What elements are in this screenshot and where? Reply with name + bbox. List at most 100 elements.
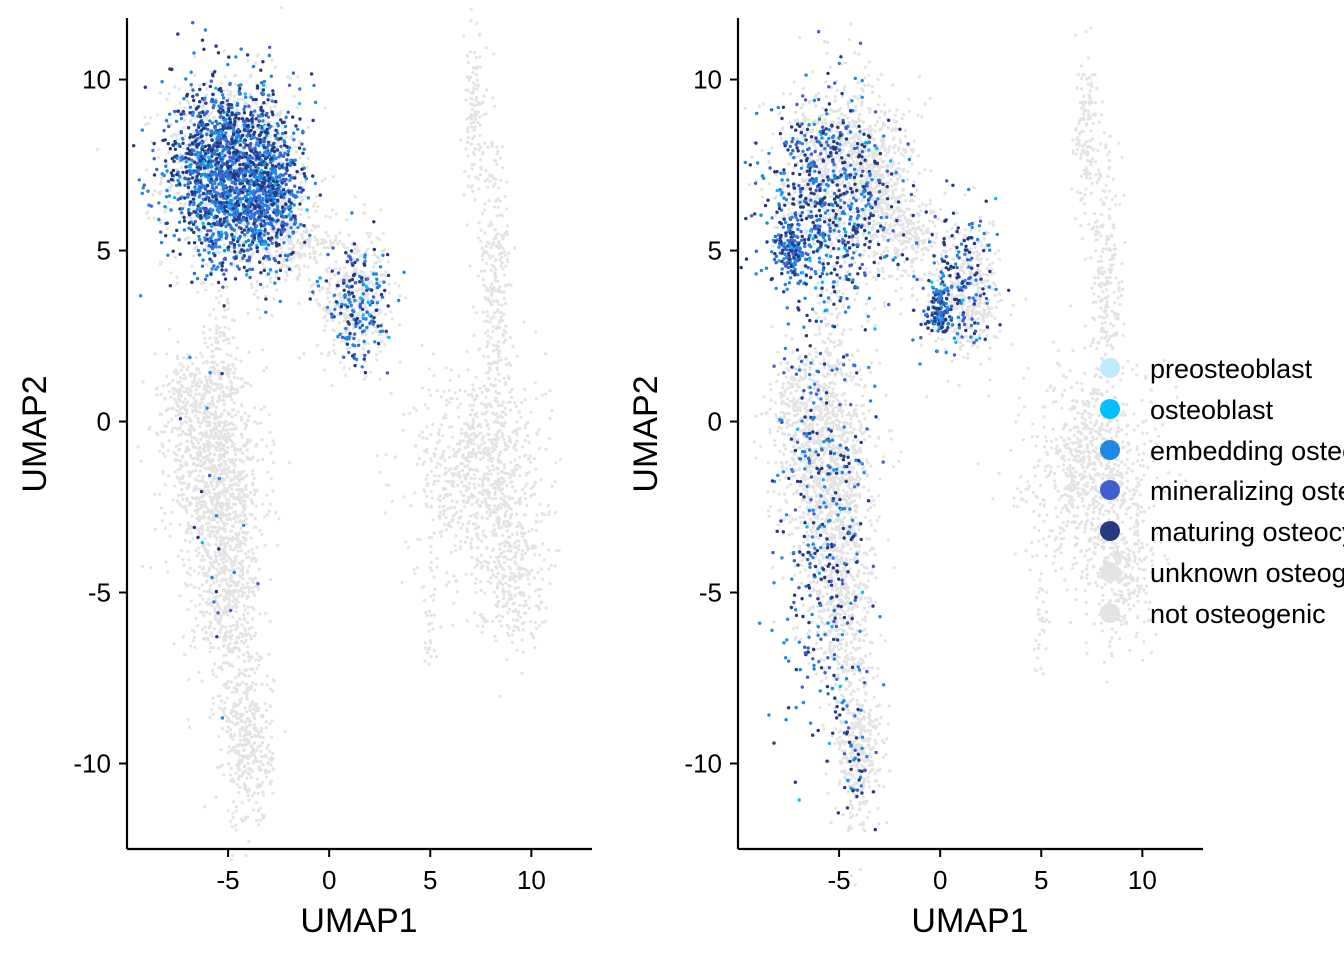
not-osteogenic-point xyxy=(185,420,189,424)
not-osteogenic-point xyxy=(239,526,243,531)
not-osteogenic-point xyxy=(285,237,289,241)
not-osteogenic-point xyxy=(476,103,480,107)
not-osteogenic-point xyxy=(195,410,200,414)
not-osteogenic-point xyxy=(383,248,387,252)
not-osteogenic-point xyxy=(227,341,231,345)
not-osteogenic-point xyxy=(223,325,227,329)
not-osteogenic-point xyxy=(252,712,256,716)
not-osteogenic-point xyxy=(261,285,265,290)
not-osteogenic-point xyxy=(298,356,302,360)
not-osteogenic-point xyxy=(495,481,499,485)
not-osteogenic-point xyxy=(274,255,278,259)
not-osteogenic-point xyxy=(205,263,209,267)
not-osteogenic-point xyxy=(243,494,247,499)
not-osteogenic-point xyxy=(548,389,552,393)
not-osteogenic-point xyxy=(460,480,464,484)
not-osteogenic-point xyxy=(200,499,204,504)
not-osteogenic-point xyxy=(170,417,174,422)
not-osteogenic-point xyxy=(215,324,219,328)
not-osteogenic-point xyxy=(250,579,254,583)
not-osteogenic-point xyxy=(232,502,236,506)
not-osteogenic-point xyxy=(497,453,501,457)
not-osteogenic-point xyxy=(155,393,159,397)
not-osteogenic-point xyxy=(498,199,503,203)
not-osteogenic-point xyxy=(338,291,342,295)
not-osteogenic-point xyxy=(208,588,212,592)
not-osteogenic-point xyxy=(533,481,537,486)
not-osteogenic-point xyxy=(184,448,188,453)
not-osteogenic-point xyxy=(179,202,183,206)
not-osteogenic-point xyxy=(300,233,304,237)
not-osteogenic-point xyxy=(213,227,217,231)
not-osteogenic-point xyxy=(336,280,341,284)
not-osteogenic-point xyxy=(140,564,145,569)
not-osteogenic-point xyxy=(503,253,507,258)
not-osteogenic-point xyxy=(449,506,453,510)
not-osteogenic-point xyxy=(232,408,236,412)
not-osteogenic-point xyxy=(514,404,518,408)
not-osteogenic-point xyxy=(414,444,418,448)
not-osteogenic-point xyxy=(200,532,204,536)
not-osteogenic-point xyxy=(241,459,245,464)
not-osteogenic-point xyxy=(456,520,460,524)
not-osteogenic-point xyxy=(423,402,427,407)
not-osteogenic-point xyxy=(513,501,518,505)
not-osteogenic-point xyxy=(185,487,189,491)
not-osteogenic-point xyxy=(280,262,284,266)
not-osteogenic-point xyxy=(319,242,323,246)
not-osteogenic-point xyxy=(487,253,491,258)
not-osteogenic-point xyxy=(182,173,186,177)
not-osteogenic-point xyxy=(223,564,227,568)
not-osteogenic-point xyxy=(474,375,478,379)
not-osteogenic-point xyxy=(254,708,258,712)
not-osteogenic-point xyxy=(242,735,246,739)
not-osteogenic-point xyxy=(329,277,333,281)
not-osteogenic-point xyxy=(227,588,231,592)
not-osteogenic-point xyxy=(475,511,479,515)
not-osteogenic-point xyxy=(268,782,272,786)
not-osteogenic-point xyxy=(259,421,263,425)
not-osteogenic-point xyxy=(479,491,483,495)
not-osteogenic-point xyxy=(380,339,384,344)
not-osteogenic-point xyxy=(258,806,262,810)
not-osteogenic-point xyxy=(230,690,234,694)
not-osteogenic-point xyxy=(521,534,525,539)
not-osteogenic-point xyxy=(268,619,272,623)
not-osteogenic-point xyxy=(377,312,381,316)
not-osteogenic-point xyxy=(439,534,443,539)
not-osteogenic-point xyxy=(475,563,479,567)
not-osteogenic-point xyxy=(202,415,206,420)
not-osteogenic-point xyxy=(524,453,528,458)
not-osteogenic-point xyxy=(499,311,503,315)
not-osteogenic-point xyxy=(505,180,509,184)
not-osteogenic-point xyxy=(203,573,208,577)
not-osteogenic-point xyxy=(418,538,422,542)
not-osteogenic-point xyxy=(209,111,214,115)
not-osteogenic-point xyxy=(313,235,317,239)
not-osteogenic-point xyxy=(197,586,201,590)
not-osteogenic-point xyxy=(201,331,206,335)
not-osteogenic-point xyxy=(175,167,179,172)
not-osteogenic-point xyxy=(366,247,370,251)
not-osteogenic-point xyxy=(185,99,189,103)
not-osteogenic-point xyxy=(454,534,458,538)
not-osteogenic-point xyxy=(222,392,226,396)
not-osteogenic-point xyxy=(371,331,375,335)
not-osteogenic-point xyxy=(474,66,478,71)
not-osteogenic-point xyxy=(497,379,501,383)
not-osteogenic-point xyxy=(301,236,305,240)
not-osteogenic-point xyxy=(251,469,255,473)
not-osteogenic-point xyxy=(214,331,219,335)
not-osteogenic-point xyxy=(193,376,197,380)
not-osteogenic-point xyxy=(478,123,483,127)
not-osteogenic-point xyxy=(467,174,471,178)
not-osteogenic-point xyxy=(182,563,186,568)
not-osteogenic-point xyxy=(501,267,505,271)
not-osteogenic-point xyxy=(211,116,216,120)
not-osteogenic-point xyxy=(509,460,513,464)
not-osteogenic-point xyxy=(239,385,243,389)
not-osteogenic-point xyxy=(485,310,489,314)
not-osteogenic-point xyxy=(248,708,252,712)
not-osteogenic-point xyxy=(489,510,493,515)
not-osteogenic-point xyxy=(201,456,205,460)
